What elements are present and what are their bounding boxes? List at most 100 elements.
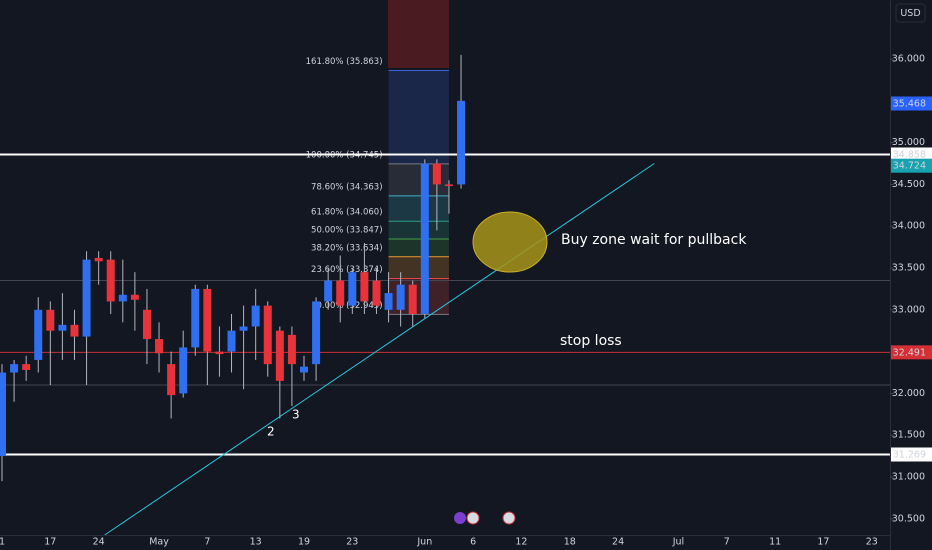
x-tick-label: 24: [612, 537, 624, 548]
candle-body: [384, 293, 393, 310]
fib-label: 38.20% (33.634): [311, 243, 383, 253]
candle-body: [167, 364, 176, 396]
candle-body: [444, 184, 453, 187]
price-badge-label: 32.491: [893, 347, 926, 358]
candle-body: [227, 330, 236, 352]
candle-body: [82, 259, 91, 337]
y-tick-label: 33.000: [892, 304, 925, 315]
candle-body: [10, 364, 19, 373]
candle-body: [372, 280, 381, 306]
stop-zone: [388, 0, 449, 68]
candle-body: [203, 288, 212, 352]
candle-body: [70, 324, 79, 337]
candle-body: [94, 257, 103, 262]
stop-loss-note: stop loss: [560, 333, 622, 349]
candle-body: [287, 334, 296, 365]
x-tick-label: 7: [724, 537, 730, 548]
fib-label: 0.00% (32.945): [316, 301, 382, 311]
candle-body: [312, 301, 321, 365]
candle-body: [432, 163, 441, 185]
candle-body: [118, 294, 127, 302]
price-badge-label: 34.858: [893, 149, 926, 160]
candle-body: [420, 163, 429, 314]
x-tick-label: 11: [769, 537, 781, 548]
price-badge-label: 35.468: [893, 98, 926, 109]
event-icons[interactable]: [454, 511, 516, 525]
x-tick-label: 1: [0, 537, 5, 548]
candle-body: [155, 339, 164, 354]
y-tick-label: 34.500: [892, 179, 925, 190]
x-tick-label: 23: [866, 537, 878, 548]
candle-body: [130, 294, 139, 300]
candle-body: [215, 351, 224, 355]
buy-zone: [472, 211, 548, 273]
fib-label: 61.80% (34.060): [311, 208, 383, 218]
x-tick-label: 17: [817, 537, 829, 548]
y-tick-label: 35.000: [892, 137, 925, 148]
y-tick-label: 30.500: [892, 513, 925, 524]
candle-body: [360, 272, 369, 302]
candle-body: [275, 330, 284, 381]
price-badge: [891, 96, 932, 111]
x-tick-label: Jun: [416, 537, 432, 548]
trend-line: [104, 163, 655, 536]
candle-body: [0, 372, 6, 457]
fib-band: [388, 238, 449, 257]
x-tick-label: 6: [470, 537, 476, 548]
y-tick-label: 31.000: [892, 471, 925, 482]
fib-band: [388, 221, 449, 239]
x-tick-label: 23: [346, 537, 358, 548]
candle-body: [191, 288, 200, 348]
candle-body: [34, 309, 43, 360]
y-tick-label: 34.000: [892, 221, 925, 232]
fib-label: 78.60% (34.363): [311, 182, 383, 192]
x-tick-label: 19: [298, 537, 310, 548]
x-tick-label: 18: [564, 537, 576, 548]
candle-body: [408, 284, 417, 314]
price-badge: [891, 345, 932, 360]
y-tick-label: 33.500: [892, 263, 925, 274]
currency-box[interactable]: [895, 3, 926, 23]
fib-band: [388, 195, 449, 222]
currency[interactable]: USD: [900, 8, 920, 19]
candle-body: [46, 309, 55, 331]
candle-body: [22, 364, 31, 370]
event-icon[interactable]: [502, 511, 516, 525]
price-badge-label: 34.724: [893, 161, 926, 172]
x-tick-label: 24: [93, 537, 105, 548]
candle-body: [142, 309, 151, 340]
candle-body: [239, 326, 248, 331]
price-badge: [891, 147, 932, 162]
y-tick-label: 31.500: [892, 430, 925, 441]
fib-band: [388, 256, 449, 279]
wave-label: 3: [292, 408, 300, 422]
candle-body: [324, 280, 333, 302]
fib-label: 50.00% (33.847): [311, 225, 383, 235]
price-badge-label: 31.269: [893, 449, 926, 460]
fib-label: 23.60% (33.374): [311, 265, 383, 275]
x-tick-label: 17: [44, 537, 56, 548]
y-tick-label: 36.000: [892, 54, 925, 65]
candle-body: [263, 305, 272, 365]
plot-area: 161.80% (35.863)100.00% (34.745)78.60% (…: [0, 54, 890, 536]
fib-band: [388, 70, 449, 164]
price-badge: [891, 158, 932, 173]
event-icon[interactable]: [454, 512, 466, 524]
candle-body: [457, 100, 466, 185]
candle-body: [396, 284, 405, 310]
candle-body: [348, 272, 357, 306]
candle-body: [58, 324, 67, 331]
x-tick-label: 13: [250, 537, 262, 548]
candle-body: [300, 366, 308, 373]
y-tick-label: 32.000: [892, 388, 925, 399]
candle-body: [336, 280, 345, 306]
candle-body: [179, 347, 188, 394]
wave-label: 2: [267, 425, 275, 439]
price-badge: [891, 447, 932, 462]
event-icon[interactable]: [466, 511, 480, 525]
x-tick-label: May: [149, 537, 169, 548]
candle-body: [251, 305, 260, 327]
buy-zone-note: Buy zone wait for pullback: [561, 232, 747, 248]
